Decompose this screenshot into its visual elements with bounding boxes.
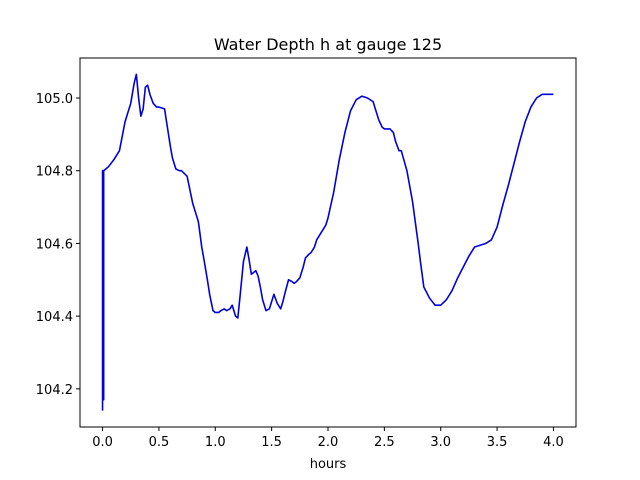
- x-tick-label: 1.5: [261, 435, 282, 450]
- y-tick-label: 105.0: [36, 92, 73, 107]
- y-tick-label: 104.2: [36, 383, 73, 398]
- chart-title: Water Depth h at gauge 125: [214, 35, 442, 54]
- x-tick-label: 1.0: [205, 435, 226, 450]
- x-axis-ticks: 0.0 0.5 1.0 1.5 2.0 2.5 3.0 3.5 4.0: [92, 427, 564, 450]
- x-tick-label: 4.0: [543, 435, 564, 450]
- x-tick-label: 0.0: [92, 435, 113, 450]
- series-line-0: [101, 73, 554, 411]
- x-tick-label: 3.5: [487, 435, 508, 450]
- y-tick-label: 104.8: [36, 165, 73, 180]
- y-tick-label: 104.4: [36, 310, 73, 325]
- x-tick-label: 2.0: [318, 435, 339, 450]
- y-tick-label: 104.6: [36, 237, 73, 252]
- y-axis-ticks: 104.2 104.4 104.6 104.8 105.0: [36, 92, 80, 398]
- x-tick-label: 2.5: [374, 435, 395, 450]
- x-tick-label: 3.0: [430, 435, 451, 450]
- x-tick-label: 0.5: [149, 435, 170, 450]
- x-axis-label: hours: [310, 457, 347, 472]
- plot-frame: [79, 57, 577, 428]
- series-layer: [101, 73, 554, 411]
